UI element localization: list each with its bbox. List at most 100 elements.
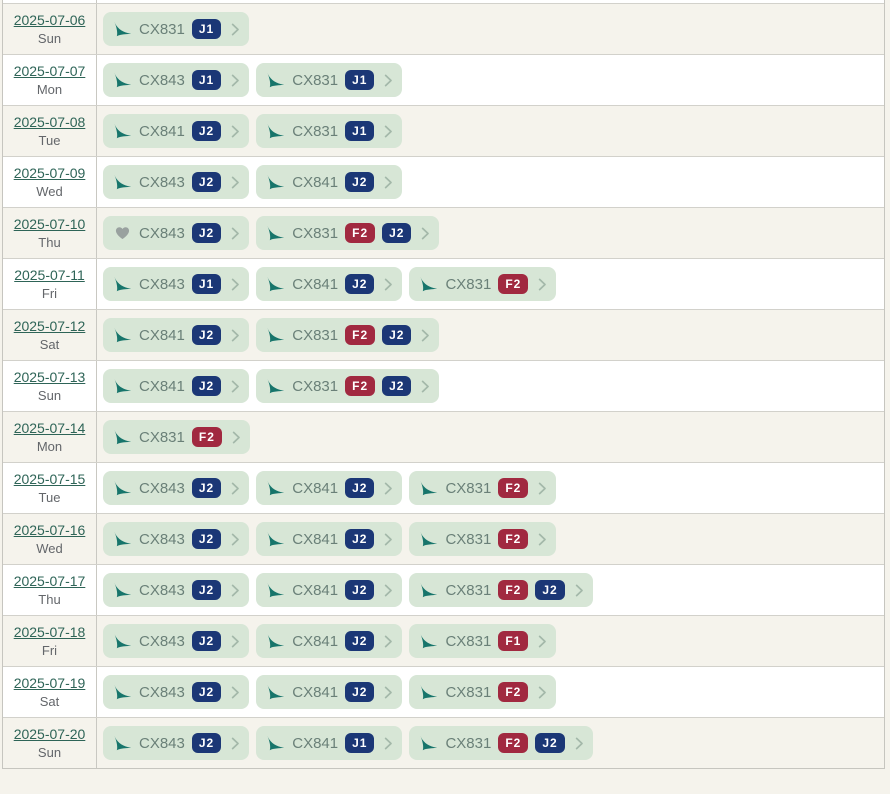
flight-chip[interactable]: CX841 J2 (256, 267, 403, 301)
flight-chip[interactable]: CX831 F2 J2 (256, 216, 440, 250)
flight-chip[interactable]: CX841 J2 (103, 318, 250, 352)
flight-chip[interactable]: CX843 J2 (103, 573, 250, 607)
calendar-row: 2025-07-09 Wed CX843 J2 CX841 J2 (3, 156, 884, 207)
flight-chip[interactable]: CX843 J2 (103, 216, 250, 250)
flight-chip[interactable]: CX841 J1 (256, 726, 403, 760)
flight-chip[interactable]: CX831 J1 (256, 114, 403, 148)
date-link[interactable]: 2025-07-11 (14, 267, 85, 283)
chevron-right-icon[interactable] (384, 278, 393, 291)
flight-chip[interactable]: CX841 J2 (256, 675, 403, 709)
flight-chip[interactable]: CX831 J1 (256, 63, 403, 97)
chevron-right-icon[interactable] (538, 635, 547, 648)
date-link[interactable]: 2025-07-06 (13, 12, 86, 28)
chevron-right-icon[interactable] (384, 737, 393, 750)
date-link[interactable]: 2025-07-17 (13, 573, 86, 589)
date-cell: 2025-07-10 Thu (3, 208, 97, 258)
airline-logo-icon (419, 480, 438, 496)
flight-chip[interactable]: CX843 J2 (103, 675, 250, 709)
chevron-right-icon[interactable] (538, 482, 547, 495)
date-link[interactable]: 2025-07-18 (13, 624, 86, 640)
chevron-right-icon[interactable] (231, 635, 240, 648)
cabin-badge: F2 (345, 376, 376, 396)
flight-chip[interactable]: CX843 J1 (103, 267, 250, 301)
chevron-right-icon[interactable] (384, 125, 393, 138)
date-link[interactable]: 2025-07-20 (13, 726, 86, 742)
date-link[interactable]: 2025-07-13 (13, 369, 86, 385)
flights-cell: CX841 J2 CX831 F2 J2 (97, 310, 884, 360)
flight-chip[interactable]: CX843 J2 (103, 165, 250, 199)
flight-chip[interactable]: CX841 J2 (103, 369, 250, 403)
flight-chip[interactable]: CX831 F2 (409, 675, 557, 709)
flight-number: CX831 (445, 275, 492, 293)
airline-logo-icon (266, 480, 285, 496)
chevron-right-icon[interactable] (384, 482, 393, 495)
chevron-right-icon[interactable] (231, 584, 240, 597)
flight-chip[interactable]: CX843 J2 (103, 471, 250, 505)
flight-chip[interactable]: CX831 F2 J2 (409, 573, 593, 607)
chevron-right-icon[interactable] (231, 737, 240, 750)
chevron-right-icon[interactable] (384, 74, 393, 87)
flight-chip[interactable]: CX843 J1 (103, 63, 250, 97)
chevron-right-icon[interactable] (231, 686, 240, 699)
flight-chip[interactable]: CX831 F2 (103, 420, 250, 454)
chevron-right-icon[interactable] (231, 533, 240, 546)
date-link[interactable]: 2025-07-15 (13, 471, 86, 487)
chevron-right-icon[interactable] (231, 125, 240, 138)
flight-number: CX843 (139, 173, 185, 191)
date-link[interactable]: 2025-07-14 (13, 420, 86, 436)
date-link[interactable]: 2025-07-07 (13, 63, 86, 79)
chevron-right-icon[interactable] (538, 278, 547, 291)
day-label: Mon (36, 439, 63, 454)
flight-chip[interactable]: CX841 J2 (256, 522, 403, 556)
flight-chip[interactable]: CX831 F2 (409, 471, 557, 505)
date-link[interactable]: 2025-07-12 (13, 318, 86, 334)
chevron-right-icon[interactable] (384, 635, 393, 648)
chevron-right-icon[interactable] (575, 737, 584, 750)
flight-chip[interactable]: CX831 F2 (409, 522, 557, 556)
flight-chip[interactable]: CX841 J2 (256, 573, 403, 607)
flight-chip[interactable]: CX831 F2 J2 (409, 726, 593, 760)
flight-chip[interactable]: CX841 J2 (256, 624, 403, 658)
flight-chip[interactable]: CX831 J1 (103, 12, 250, 46)
flight-chip[interactable]: CX831 F2 (409, 267, 557, 301)
date-link[interactable]: 2025-07-09 (13, 165, 86, 181)
flight-chip[interactable]: CX843 J2 (103, 624, 250, 658)
flight-chip[interactable]: CX831 F2 J2 (256, 369, 440, 403)
chevron-right-icon[interactable] (538, 686, 547, 699)
flight-chip[interactable]: CX831 F2 J2 (256, 318, 440, 352)
chevron-right-icon[interactable] (575, 584, 584, 597)
airline-logo-icon (419, 531, 438, 547)
chevron-right-icon[interactable] (384, 176, 393, 189)
cabin-badge: J2 (191, 478, 222, 498)
chevron-right-icon[interactable] (384, 584, 393, 597)
flight-chip[interactable]: CX843 J2 (103, 522, 250, 556)
date-link[interactable]: 2025-07-16 (13, 522, 86, 538)
chevron-right-icon[interactable] (232, 431, 241, 444)
date-link[interactable]: 2025-07-19 (13, 675, 86, 691)
chevron-right-icon[interactable] (538, 533, 547, 546)
flight-chip[interactable]: CX843 J2 (103, 726, 250, 760)
chevron-right-icon[interactable] (384, 686, 393, 699)
chevron-right-icon[interactable] (231, 74, 240, 87)
chevron-right-icon[interactable] (231, 227, 240, 240)
flight-availability-table: 2025-07-06 Sun CX831 J1 2025-07-07 Mon C… (2, 0, 885, 769)
flight-number: CX841 (292, 632, 339, 650)
flight-chip[interactable]: CX831 F1 (409, 624, 557, 658)
chevron-right-icon[interactable] (231, 380, 240, 393)
chevron-right-icon[interactable] (231, 176, 240, 189)
chevron-right-icon[interactable] (231, 329, 240, 342)
date-link[interactable]: 2025-07-08 (13, 114, 86, 130)
flight-chip[interactable]: CX841 J2 (256, 165, 403, 199)
chevron-right-icon[interactable] (384, 533, 393, 546)
flight-chip[interactable]: CX841 J2 (256, 471, 403, 505)
flight-chip[interactable]: CX841 J2 (103, 114, 250, 148)
chevron-right-icon[interactable] (231, 482, 240, 495)
chevron-right-icon[interactable] (421, 329, 430, 342)
date-link[interactable]: 2025-07-10 (13, 216, 86, 232)
chevron-right-icon[interactable] (421, 380, 430, 393)
chevron-right-icon[interactable] (231, 23, 240, 36)
flights-cell: CX843 J2 CX841 J2 CX831 F2 (97, 667, 884, 717)
chevron-right-icon[interactable] (421, 227, 430, 240)
chevron-right-icon[interactable] (231, 278, 240, 291)
date-cell: 2025-07-17 Thu (3, 565, 97, 615)
